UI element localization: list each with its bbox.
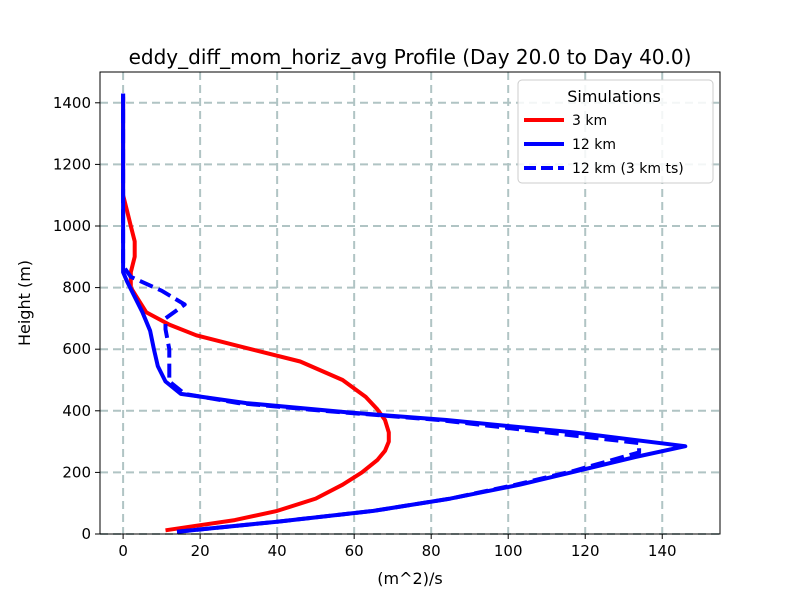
x-tick-label: 100: [494, 542, 523, 560]
x-tick-label: 140: [648, 542, 677, 560]
x-tick-label: 120: [571, 542, 600, 560]
y-tick-label: 800: [62, 279, 91, 297]
y-tick-label: 1400: [53, 94, 91, 112]
y-tick-label: 200: [62, 463, 91, 481]
legend-title: Simulations: [567, 87, 661, 106]
legend: Simulations 3 km 12 km 12 km (3 km ts): [517, 79, 714, 184]
legend-box: [517, 79, 714, 184]
plot-frame: [99, 71, 721, 535]
axis-ticks: 0 20 40 60 80 100 120 1400200400600800100012001…: [53, 94, 677, 560]
x-tick-label: 80: [422, 542, 441, 560]
x-axis-label: (m^2)/s: [377, 569, 442, 588]
grid-lines: [100, 72, 720, 535]
legend-label-12km-3kmts: 12 km (3 km ts): [572, 161, 684, 177]
legend-label-3km: 3 km: [572, 113, 607, 129]
y-tick-label: 1200: [53, 155, 91, 173]
x-tick-label: 60: [345, 542, 364, 560]
series-lines: [121, 93, 688, 534]
x-tick-label: 40: [268, 542, 287, 560]
series-line-2: [121, 93, 642, 534]
x-tick-label: 0: [118, 542, 128, 560]
y-tick-label: 600: [62, 340, 91, 358]
y-tick-label: 400: [62, 402, 91, 420]
y-tick-label: 0: [81, 525, 91, 543]
y-tick-label: 1000: [53, 217, 91, 235]
legend-label-12km: 12 km: [572, 137, 616, 153]
y-axis-label: Height (m): [15, 260, 34, 346]
x-tick-label: 20: [191, 542, 210, 560]
series-line-0: [121, 96, 391, 533]
chart-title: eddy_diff_mom_horiz_avg Profile (Day 20.…: [129, 45, 692, 69]
